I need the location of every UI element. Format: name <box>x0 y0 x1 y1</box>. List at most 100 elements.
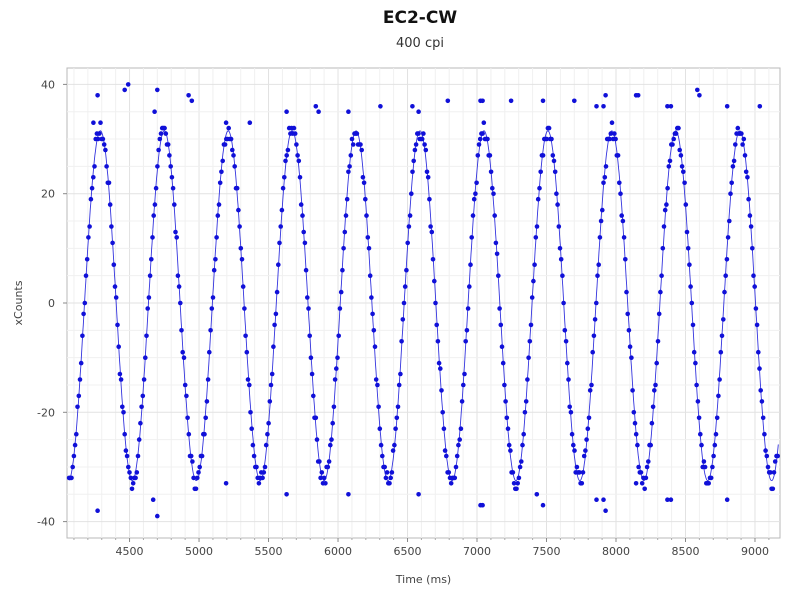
data-point <box>104 164 109 169</box>
data-point <box>214 235 219 240</box>
data-point <box>134 470 140 475</box>
data-point <box>772 459 778 464</box>
data-point <box>775 453 780 459</box>
data-point <box>602 175 608 180</box>
data-point <box>388 475 394 481</box>
data-point <box>500 360 506 366</box>
data-point <box>499 344 505 350</box>
data-point <box>728 191 733 196</box>
data-point <box>122 431 127 437</box>
data-point <box>665 104 670 109</box>
data-point <box>338 289 344 295</box>
data-point <box>590 349 595 355</box>
data-point <box>624 289 629 295</box>
data-point <box>261 470 267 475</box>
data-point <box>635 442 640 448</box>
y-tick-label: 0 <box>48 297 55 310</box>
data-point <box>118 377 124 382</box>
data-point <box>370 311 375 317</box>
data-point <box>372 344 378 350</box>
data-point <box>337 306 343 311</box>
data-point <box>207 349 212 355</box>
data-point <box>750 246 755 251</box>
data-point <box>389 470 395 475</box>
data-point <box>677 147 682 153</box>
data-point <box>668 497 674 503</box>
data-point <box>390 448 396 453</box>
data-point <box>639 481 645 486</box>
data-point <box>343 213 349 218</box>
data-point <box>694 382 699 388</box>
data-point <box>298 202 304 207</box>
data-point <box>491 191 496 196</box>
data-point <box>608 131 614 136</box>
data-point <box>220 158 225 164</box>
data-point <box>717 377 722 382</box>
data-point <box>179 328 184 333</box>
data-point <box>145 306 150 311</box>
data-point <box>398 371 403 377</box>
data-point <box>625 311 630 317</box>
data-point <box>423 147 429 153</box>
data-point <box>718 349 724 355</box>
data-point <box>533 235 539 240</box>
data-point <box>247 382 252 388</box>
data-point <box>305 295 310 300</box>
data-point <box>424 169 430 175</box>
data-point <box>434 322 440 328</box>
data-point <box>463 339 469 344</box>
data-point <box>109 224 114 229</box>
data-point <box>341 246 346 251</box>
data-point <box>768 470 773 475</box>
data-point <box>752 284 757 289</box>
data-point <box>496 273 501 279</box>
data-point <box>111 262 117 268</box>
data-point <box>138 420 143 426</box>
data-point <box>636 464 641 470</box>
y-axis-label: xCounts <box>12 280 25 325</box>
data-point <box>292 131 298 136</box>
data-point <box>330 420 336 426</box>
data-point <box>222 142 228 147</box>
data-point <box>98 120 103 125</box>
data-point <box>702 464 708 470</box>
data-point <box>331 404 337 410</box>
data-point <box>511 481 517 486</box>
data-point <box>757 104 763 109</box>
data-point <box>515 481 520 486</box>
data-point <box>673 131 679 136</box>
data-point <box>526 355 531 361</box>
data-point <box>654 360 659 366</box>
data-point <box>291 125 297 131</box>
data-point <box>493 240 499 246</box>
data-point <box>285 147 291 153</box>
data-point <box>644 464 650 470</box>
data-point <box>618 191 623 196</box>
data-point <box>458 426 464 432</box>
data-point <box>771 470 777 475</box>
data-point <box>653 382 658 388</box>
data-point <box>688 284 693 289</box>
data-point <box>724 104 730 109</box>
data-point <box>226 125 231 131</box>
data-point <box>706 481 711 486</box>
data-point <box>574 464 580 470</box>
data-point <box>376 404 381 410</box>
data-point <box>83 273 89 279</box>
data-point <box>100 136 106 142</box>
data-point <box>594 497 599 503</box>
data-point <box>318 475 323 481</box>
x-tick-label: 5000 <box>185 545 213 558</box>
data-point <box>457 437 463 442</box>
data-point <box>534 224 540 229</box>
data-point <box>316 109 321 114</box>
data-point <box>650 404 656 410</box>
data-point <box>347 164 352 169</box>
data-point <box>317 459 322 464</box>
data-point <box>603 508 608 513</box>
data-point <box>106 180 112 186</box>
data-point <box>480 131 485 136</box>
data-point <box>633 481 639 486</box>
data-point <box>86 235 91 240</box>
data-point <box>656 311 662 317</box>
